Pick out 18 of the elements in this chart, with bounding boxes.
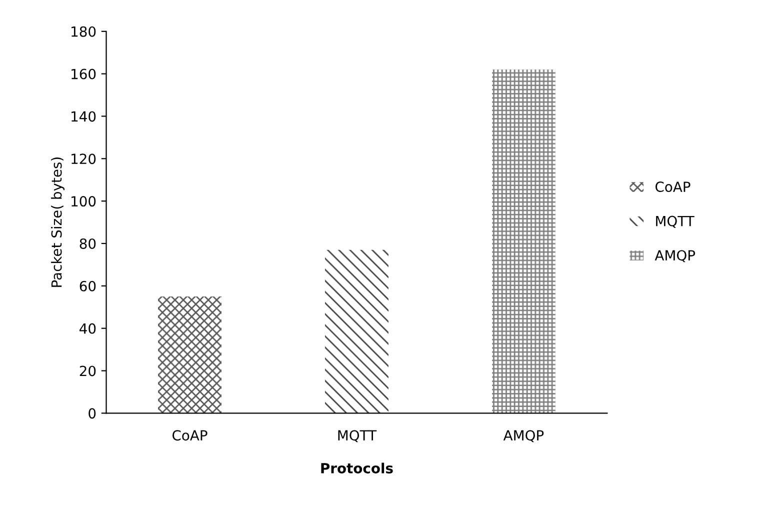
- y-tick-label: 60: [80, 280, 96, 292]
- y-tick-label: 20: [80, 366, 96, 376]
- y-tick-label: 160: [72, 68, 96, 80]
- y-tick-label: 100: [72, 196, 96, 207]
- legend-label: CoAP: [656, 182, 690, 192]
- legend-label: AMQP: [654, 250, 696, 262]
- y-axis-title: Packet Size( bytes): [51, 158, 64, 287]
- x-tick-label: CoAP: [172, 430, 208, 441]
- x-tick-label: AMQP: [503, 430, 544, 442]
- legend-label: MQTT: [656, 216, 694, 228]
- y-tick-label: 0: [88, 408, 96, 419]
- x-axis-title: Protocols: [321, 462, 393, 474]
- y-tick-label: 40: [80, 323, 96, 334]
- y-tick-label: 120: [72, 154, 96, 164]
- y-tick-label: 180: [72, 26, 96, 37]
- y-tick-label: 80: [80, 238, 96, 249]
- x-tick-label: MQTT: [338, 430, 377, 442]
- y-tick-label: 140: [72, 111, 96, 122]
